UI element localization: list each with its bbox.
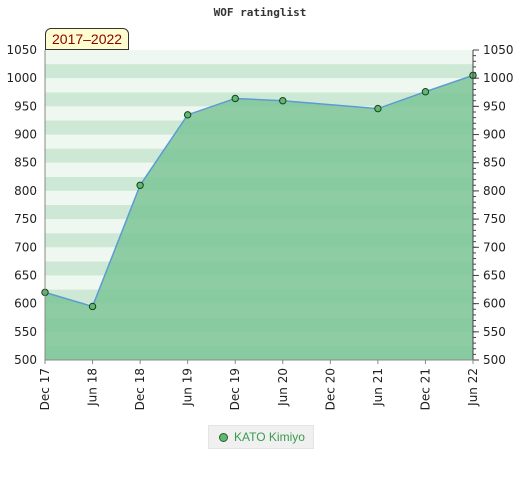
series-area [45,75,473,360]
background-band [45,78,473,93]
x-tick-label: Dec 20 [323,368,337,410]
legend[interactable]: KATO Kimiyo [208,425,314,449]
background-band [45,64,473,79]
x-tick-label: Dec 21 [418,368,432,410]
y-tick-label-right: 500 [483,353,506,367]
x-tick-label: Jun 21 [371,368,385,407]
y-tick-label-right: 850 [483,156,506,170]
y-tick-label-right: 1050 [483,43,514,57]
background-band [45,50,473,65]
y-tick-label-left: 800 [14,184,37,198]
x-tick-label: Jun 19 [181,368,195,407]
y-tick-label-right: 950 [483,99,506,113]
legend-marker-icon [219,432,228,442]
y-tick-label-right: 1000 [483,71,514,85]
y-tick-label-right: 650 [483,268,506,282]
y-tick-label-left: 600 [14,297,37,311]
y-tick-label-right: 900 [483,128,506,142]
y-tick-label-left: 850 [14,156,37,170]
y-tick-label-right: 700 [483,240,506,254]
x-tick-label: Dec 17 [38,368,52,410]
y-tick-label-left: 500 [14,353,37,367]
x-tick-label: Dec 18 [133,368,147,410]
x-tick-label: Dec 19 [228,368,242,410]
y-tick-label-right: 800 [483,184,506,198]
x-tick-label: Jun 18 [86,368,100,407]
data-point [421,88,430,96]
y-tick-label-right: 550 [483,325,506,339]
x-tick-label: Jun 22 [466,368,480,407]
y-tick-label-left: 1050 [6,43,37,57]
chart-title: WOF ratinglist [213,6,307,19]
y-tick-label-right: 600 [483,297,506,311]
y-tick-label-right: 750 [483,212,506,226]
data-point [136,181,144,189]
data-point [279,97,287,105]
y-tick-label-left: 750 [14,212,37,226]
legend-label: KATO Kimiyo [234,430,305,444]
x-tick-label: Jun 20 [276,368,290,407]
data-point [374,104,382,113]
y-tick-label-left: 1000 [6,71,37,85]
data-point [231,94,239,103]
y-tick-label-left: 700 [14,240,37,254]
period-badge: 2017–2022 [45,28,130,50]
y-tick-label-left: 950 [14,99,37,113]
data-point [88,302,97,311]
data-point [183,111,192,119]
y-tick-label-left: 550 [14,325,37,339]
y-tick-label-left: 900 [14,128,37,142]
y-tick-label-left: 650 [14,268,37,282]
